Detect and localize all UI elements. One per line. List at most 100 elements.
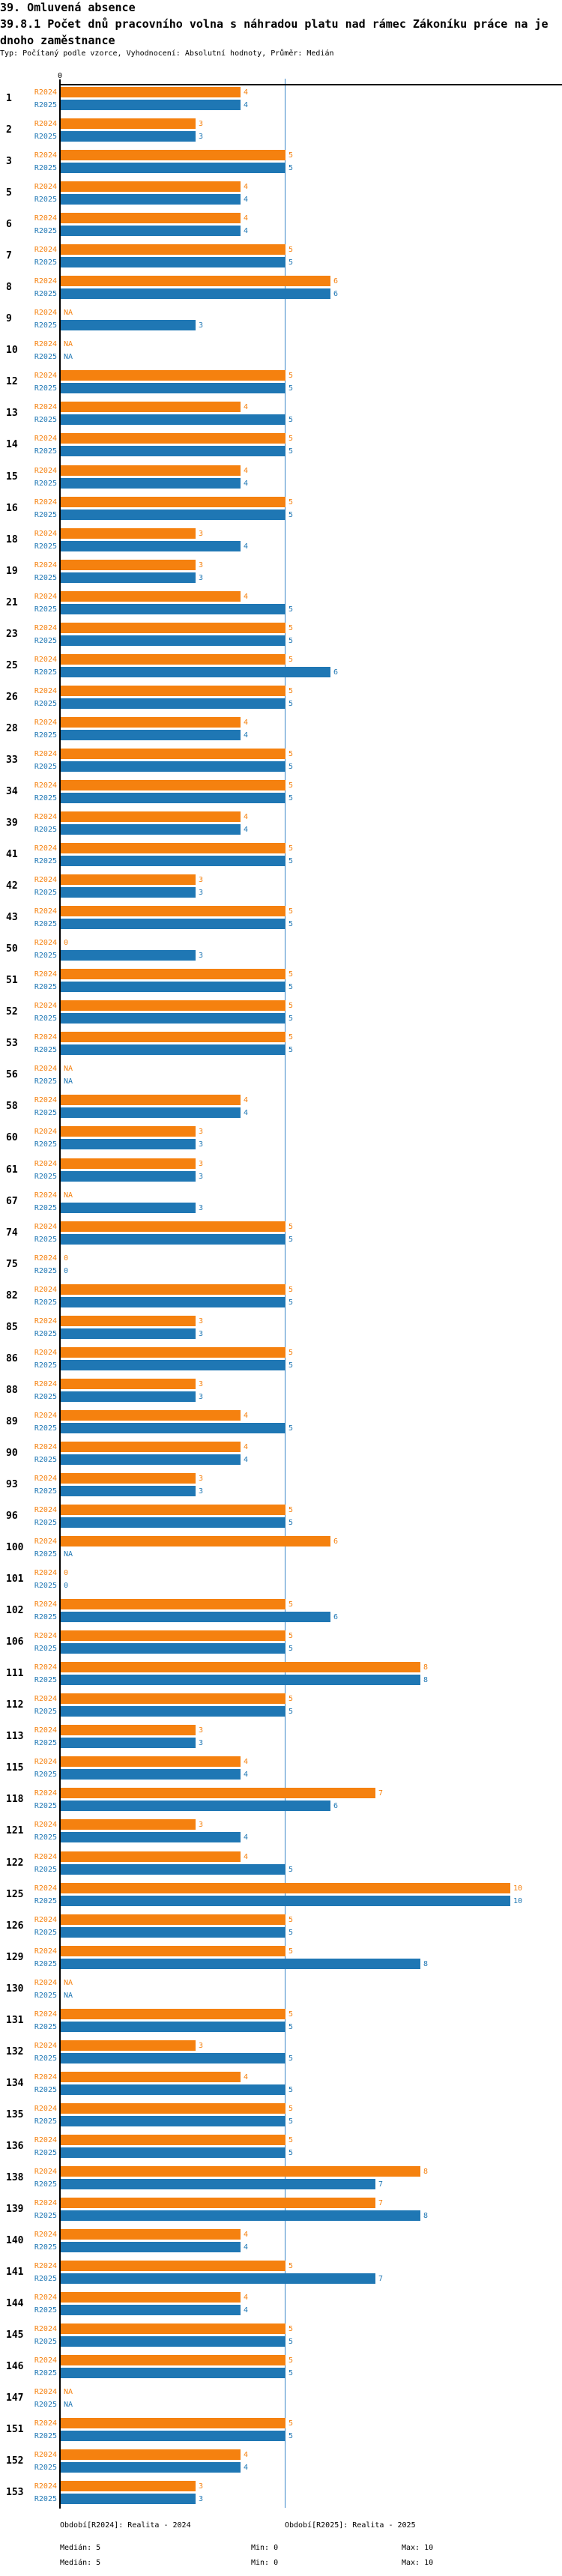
bar-r2025 (61, 1643, 285, 1654)
bar-r2024 (61, 244, 285, 255)
bar-r2024 (61, 213, 241, 223)
series-label-r2025: R2025 (34, 1613, 57, 1621)
bar-r2024 (61, 1505, 285, 1515)
bar-value-label: 5 (288, 1046, 294, 1054)
bar-r2024 (61, 150, 285, 160)
bar-r2024 (61, 2103, 285, 2114)
bar-r2025 (61, 478, 241, 489)
series-label-r2025: R2025 (34, 1550, 57, 1558)
row-number: 26 (6, 692, 18, 703)
bar-value-label: 4 (244, 403, 249, 411)
series-label-r2024: R2024 (34, 1695, 57, 1703)
series-label-r2025: R2025 (34, 447, 57, 456)
bar-r2025 (61, 2084, 285, 2095)
bar-r2025 (61, 1738, 196, 1748)
chart-meta: Typ: Počítaný podle vzorce, Vyhodnocení:… (0, 49, 334, 58)
bar-value-label: 3 (199, 133, 204, 141)
bar-value-label: 4 (244, 480, 249, 488)
series-label-r2024: R2024 (34, 750, 57, 758)
bar-value-label: 10 (513, 1884, 523, 1893)
series-label-r2025: R2025 (34, 1236, 57, 1244)
bar-r2025 (61, 2462, 241, 2473)
series-label-r2024: R2024 (34, 309, 57, 317)
bar-value-label: 4 (244, 467, 249, 475)
bar-r2024 (61, 780, 285, 790)
bar-r2025 (61, 1769, 241, 1780)
series-label-r2025: R2025 (34, 2401, 57, 2409)
series-label-r2025: R2025 (34, 1519, 57, 1527)
series-label-r2025: R2025 (34, 1739, 57, 1747)
series-label-r2024: R2024 (34, 1821, 57, 1829)
series-label-r2024: R2024 (34, 1979, 57, 1987)
bar-r2024 (61, 654, 285, 665)
bar-r2024 (61, 118, 196, 129)
na-label: NA (64, 1979, 73, 1987)
series-label-r2024: R2024 (34, 435, 57, 443)
bar-r2025 (61, 2368, 285, 2378)
series-label-r2024: R2024 (34, 120, 57, 128)
bar-value-label: 5 (288, 416, 294, 424)
bar-value-label: 3 (199, 1173, 204, 1181)
series-label-r2024: R2024 (34, 1789, 57, 1798)
bar-value-label: 3 (199, 1128, 204, 1136)
bar-r2024 (61, 465, 241, 476)
bar-r2025 (61, 950, 196, 961)
series-label-r2025: R2025 (34, 1929, 57, 1937)
series-label-r2024: R2024 (34, 530, 57, 538)
bar-r2024 (61, 1379, 196, 1389)
row-number: 111 (6, 1668, 24, 1679)
legend-period-2025: Období[R2025]: Realita - 2025 (285, 2521, 416, 2530)
bar-r2025 (61, 1864, 285, 1875)
series-label-r2025: R2025 (34, 794, 57, 802)
bar-r2024 (61, 1599, 285, 1609)
bar-r2025 (61, 1706, 285, 1717)
bar-value-label: 5 (288, 1002, 294, 1010)
series-label-r2025: R2025 (34, 920, 57, 928)
bar-r2025 (61, 1360, 285, 1370)
bar-value-label: 5 (288, 857, 294, 865)
bar-r2024 (61, 717, 241, 728)
bar-value-label: 5 (288, 844, 294, 853)
bar-value-label: 5 (288, 1349, 294, 1357)
series-label-r2024: R2024 (34, 1506, 57, 1514)
bar-r2025 (61, 1044, 285, 1055)
bar-r2025 (61, 446, 285, 456)
series-label-r2024: R2024 (34, 2325, 57, 2333)
bar-value-label: 8 (423, 1676, 429, 1684)
bar-r2024 (61, 1536, 330, 1546)
bar-r2024 (61, 1284, 285, 1295)
series-label-r2025: R2025 (34, 1424, 57, 1433)
bar-r2024 (61, 1788, 375, 1798)
series-label-r2025: R2025 (34, 2495, 57, 2503)
bar-r2025 (61, 1612, 330, 1622)
bar-r2024 (61, 1442, 241, 1452)
series-label-r2024: R2024 (34, 1632, 57, 1640)
bar-r2024 (61, 2072, 241, 2082)
series-label-r2024: R2024 (34, 624, 57, 632)
row-number: 43 (6, 912, 18, 923)
bar-r2025 (61, 414, 285, 425)
bar-r2024 (61, 1000, 285, 1011)
series-label-r2024: R2024 (34, 2105, 57, 2113)
bar-value-label: 4 (244, 2243, 249, 2252)
bar-value-label: 0 (64, 1267, 69, 1275)
bar-r2025 (61, 1107, 241, 1118)
na-label: NA (64, 1992, 73, 2000)
stat-min-2025: Min: 0 (251, 2559, 279, 2567)
bar-value-label: 0 (64, 1569, 69, 1577)
row-number: 16 (6, 503, 18, 514)
series-label-r2025: R2025 (34, 2055, 57, 2063)
series-label-r2025: R2025 (34, 1645, 57, 1653)
bar-value-label: 3 (199, 1726, 204, 1735)
bar-r2024 (61, 497, 285, 507)
bar-r2025 (61, 635, 285, 646)
bar-r2025 (61, 1801, 330, 1811)
row-number: 12 (6, 376, 18, 387)
series-label-r2025: R2025 (34, 2023, 57, 2031)
series-label-r2024: R2024 (34, 151, 57, 160)
series-label-r2025: R2025 (34, 1361, 57, 1370)
bar-value-label: 4 (244, 2073, 249, 2081)
bar-value-label: 4 (244, 813, 249, 821)
bar-r2024 (61, 1158, 196, 1169)
row-number: 152 (6, 2455, 24, 2467)
